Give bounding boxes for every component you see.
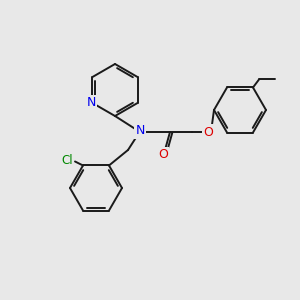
Text: N: N [135, 124, 145, 137]
Text: Cl: Cl [61, 154, 73, 167]
Text: O: O [158, 148, 168, 161]
Text: N: N [87, 97, 96, 110]
Text: O: O [203, 125, 213, 139]
